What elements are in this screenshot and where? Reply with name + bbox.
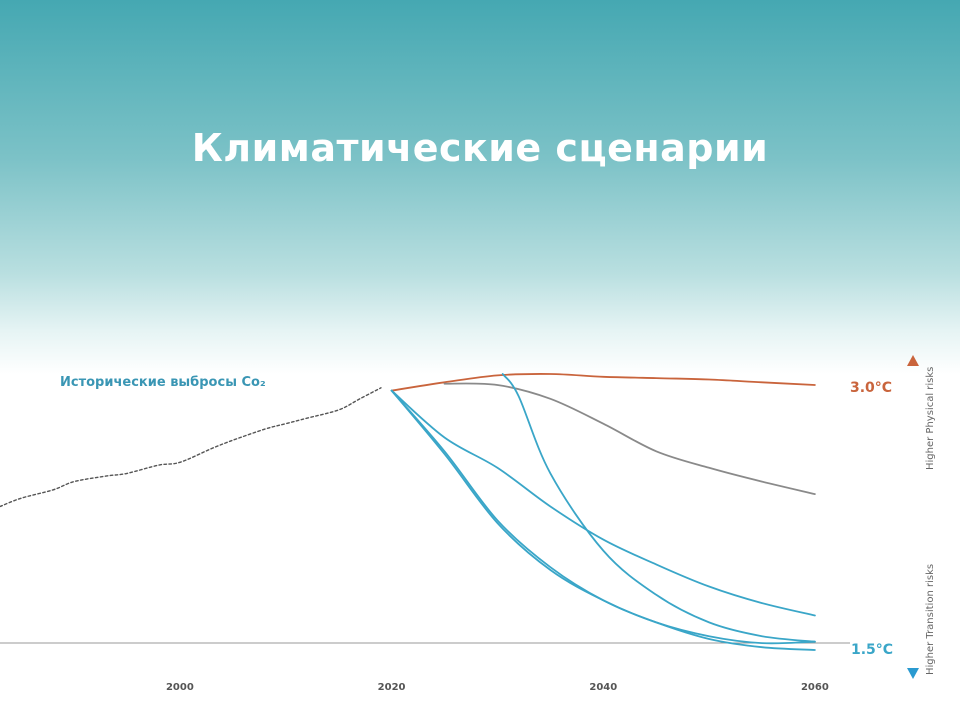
x-tick-label: 2040 <box>589 682 617 693</box>
risk-arrow <box>907 355 919 679</box>
series-layer <box>0 373 816 651</box>
x-tick-label: 2000 <box>166 682 194 693</box>
x-tick-label: 2060 <box>801 682 829 693</box>
physical-risk-label: Higher Physical risks <box>925 367 936 470</box>
series-line-7 <box>390 389 816 651</box>
high-temp-label: 3.0°C <box>850 380 892 396</box>
series-line-4 <box>501 373 816 643</box>
series-line-5 <box>390 389 816 617</box>
transition-risk-label: Higher Transition risks <box>925 564 936 675</box>
risk-arrow-up-head <box>907 355 919 366</box>
historical-emissions-label: Исторические выбросы Co₂ <box>60 375 266 390</box>
risk-arrow-down-head <box>907 668 919 679</box>
series-line-6 <box>390 389 816 645</box>
series-line-2 <box>390 373 816 392</box>
slide-title: Климатические сценарии <box>191 126 769 170</box>
low-temp-label: 1.5°C <box>851 642 893 658</box>
x-tick-label: 2020 <box>378 682 406 693</box>
series-line-1 <box>0 387 382 508</box>
x-axis-ticks: 2000 2020 2040 2060 <box>166 682 829 693</box>
series-line-3 <box>443 382 816 495</box>
